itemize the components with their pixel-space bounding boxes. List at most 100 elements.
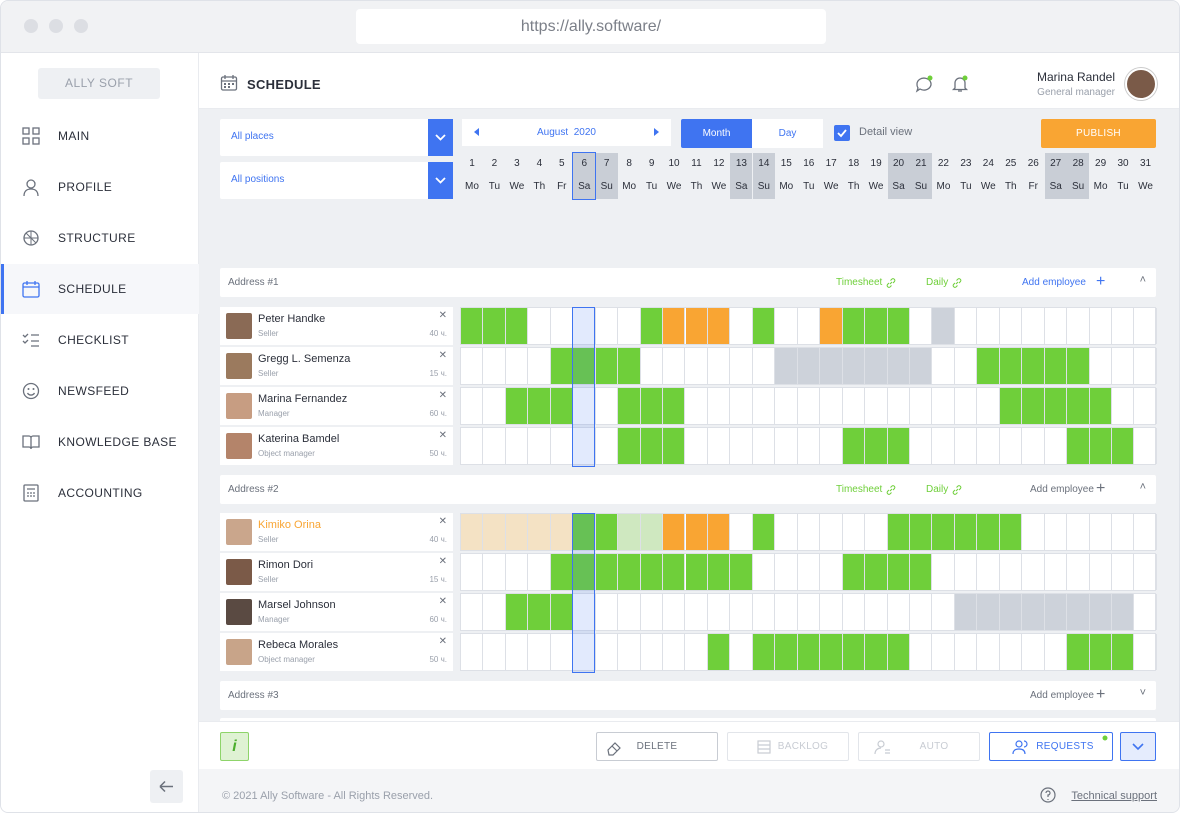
sidebar-item-structure[interactable]: STRUCTURE bbox=[1, 213, 199, 263]
plus-icon[interactable]: + bbox=[1096, 273, 1106, 290]
shift-cell[interactable] bbox=[663, 594, 686, 630]
shift-cell[interactable] bbox=[888, 594, 910, 630]
publish-button[interactable]: PUBLISH bbox=[1041, 119, 1156, 148]
shift-cell[interactable] bbox=[528, 348, 551, 384]
shift-cell[interactable] bbox=[865, 348, 888, 384]
shift-cell[interactable] bbox=[752, 634, 776, 670]
backlog-button[interactable]: BACKLOG bbox=[727, 732, 849, 761]
shift-cell[interactable] bbox=[1022, 634, 1045, 670]
day-column-header[interactable]: 31 We bbox=[1135, 153, 1157, 199]
shift-cell[interactable] bbox=[1045, 428, 1068, 464]
shift-cell[interactable] bbox=[977, 388, 1000, 424]
day-column-header[interactable]: 18 Th bbox=[843, 153, 865, 199]
shift-cell[interactable] bbox=[1067, 428, 1090, 464]
shift-cell[interactable] bbox=[1135, 388, 1157, 424]
auto-button[interactable]: AUTO bbox=[858, 732, 980, 761]
daily-link[interactable]: Daily bbox=[926, 277, 949, 288]
shift-cell[interactable] bbox=[1022, 388, 1045, 424]
shift-cell[interactable] bbox=[798, 554, 821, 590]
remove-employee-icon[interactable]: ✕ bbox=[438, 430, 447, 441]
shift-cell[interactable] bbox=[820, 388, 843, 424]
prev-month-icon[interactable] bbox=[472, 127, 482, 137]
shift-cell[interactable] bbox=[910, 594, 933, 630]
shift-cell[interactable] bbox=[820, 514, 843, 550]
daily-link[interactable]: Daily bbox=[926, 484, 949, 495]
more-actions-button[interactable] bbox=[1120, 732, 1156, 761]
shift-cell[interactable] bbox=[686, 594, 708, 630]
remove-employee-icon[interactable]: ✕ bbox=[438, 636, 447, 647]
add-employee-link[interactable]: Add employee bbox=[1030, 484, 1094, 495]
shift-cell[interactable] bbox=[798, 594, 821, 630]
day-column-header[interactable]: 14 Su bbox=[752, 153, 775, 199]
timesheet-link[interactable]: Timesheet bbox=[836, 277, 883, 288]
day-column-header[interactable]: 2 Tu bbox=[483, 153, 505, 199]
shift-cell[interactable] bbox=[820, 348, 843, 384]
shift-cell[interactable] bbox=[640, 308, 664, 344]
shift-cell[interactable] bbox=[708, 348, 731, 384]
shift-cell[interactable] bbox=[865, 594, 888, 630]
shift-cell[interactable] bbox=[798, 514, 821, 550]
info-button[interactable]: i bbox=[220, 732, 249, 761]
shift-cell[interactable] bbox=[977, 348, 1000, 384]
shift-cell[interactable] bbox=[775, 594, 798, 630]
shift-cell[interactable] bbox=[1045, 308, 1068, 344]
shift-cell[interactable] bbox=[663, 388, 686, 424]
shift-cell[interactable] bbox=[955, 554, 978, 590]
shift-cell[interactable] bbox=[910, 428, 933, 464]
add-employee-link[interactable]: Add employee bbox=[1030, 690, 1094, 701]
day-column-header[interactable]: 15 Mo bbox=[775, 153, 797, 199]
day-column-header[interactable]: 28 Su bbox=[1067, 153, 1090, 199]
shift-cell[interactable] bbox=[596, 594, 619, 630]
shift-cell[interactable] bbox=[1000, 554, 1023, 590]
timesheet-link[interactable]: Timesheet bbox=[836, 484, 883, 495]
plus-icon[interactable]: + bbox=[1096, 480, 1106, 497]
employee-row[interactable]: Katerina Bamdel Object manager 50 ч. ✕ bbox=[220, 427, 453, 465]
shift-cell[interactable] bbox=[887, 308, 910, 344]
day-column-header[interactable]: 17 We bbox=[820, 153, 842, 199]
shift-cell[interactable] bbox=[663, 428, 686, 464]
shift-cell[interactable] bbox=[1067, 594, 1090, 630]
day-column-header[interactable]: 10 We bbox=[663, 153, 685, 199]
shift-cell[interactable] bbox=[1090, 348, 1113, 384]
shift-cell[interactable] bbox=[708, 594, 731, 630]
month-view-button[interactable]: Month bbox=[681, 119, 752, 148]
shift-cell[interactable] bbox=[686, 388, 708, 424]
shift-cell[interactable] bbox=[932, 428, 955, 464]
shift-cell[interactable] bbox=[573, 514, 596, 550]
shift-cell[interactable] bbox=[730, 308, 753, 344]
shift-cell[interactable] bbox=[618, 634, 641, 670]
shift-cell[interactable] bbox=[461, 348, 484, 384]
shift-cell[interactable] bbox=[1135, 514, 1157, 550]
day-column-header[interactable]: 21 Su bbox=[910, 153, 932, 199]
shift-cell[interactable] bbox=[1022, 554, 1045, 590]
shift-cell[interactable] bbox=[1089, 388, 1113, 424]
day-column-header[interactable]: 22 Mo bbox=[932, 153, 954, 199]
day-column-header[interactable]: 27 Sa bbox=[1044, 153, 1067, 199]
shift-cell[interactable] bbox=[1045, 554, 1068, 590]
shift-cell[interactable] bbox=[775, 428, 798, 464]
shift-cell[interactable] bbox=[483, 308, 506, 344]
shift-cell[interactable] bbox=[506, 428, 529, 464]
shift-cell[interactable] bbox=[707, 308, 731, 344]
shift-cell[interactable] bbox=[573, 388, 596, 424]
sidebar-item-profile[interactable]: PROFILE bbox=[1, 162, 199, 212]
shift-cell[interactable] bbox=[865, 428, 888, 464]
chat-icon[interactable] bbox=[914, 74, 934, 94]
sidebar-item-knowledge-base[interactable]: KNOWLEDGE BASE bbox=[1, 417, 199, 467]
shift-cell[interactable] bbox=[887, 514, 910, 550]
chevron-up-icon[interactable]: ˄ bbox=[1139, 274, 1146, 286]
shift-cell[interactable] bbox=[707, 514, 731, 550]
shift-cell[interactable] bbox=[528, 388, 551, 424]
shift-cell[interactable] bbox=[910, 348, 933, 384]
day-column-header[interactable]: 9 Tu bbox=[641, 153, 663, 199]
shift-cell[interactable] bbox=[618, 514, 641, 550]
shift-cell[interactable] bbox=[618, 594, 641, 630]
employee-row[interactable]: Marsel Johnson Manager 60 ч. ✕ bbox=[220, 593, 453, 631]
shift-cell[interactable] bbox=[551, 634, 574, 670]
requests-button[interactable]: REQUESTS bbox=[989, 732, 1113, 761]
shift-cell[interactable] bbox=[1022, 594, 1045, 630]
shift-cell[interactable] bbox=[461, 428, 484, 464]
shift-cell[interactable] bbox=[618, 428, 641, 464]
shift-cell[interactable] bbox=[977, 554, 1000, 590]
shift-cell[interactable] bbox=[506, 634, 529, 670]
